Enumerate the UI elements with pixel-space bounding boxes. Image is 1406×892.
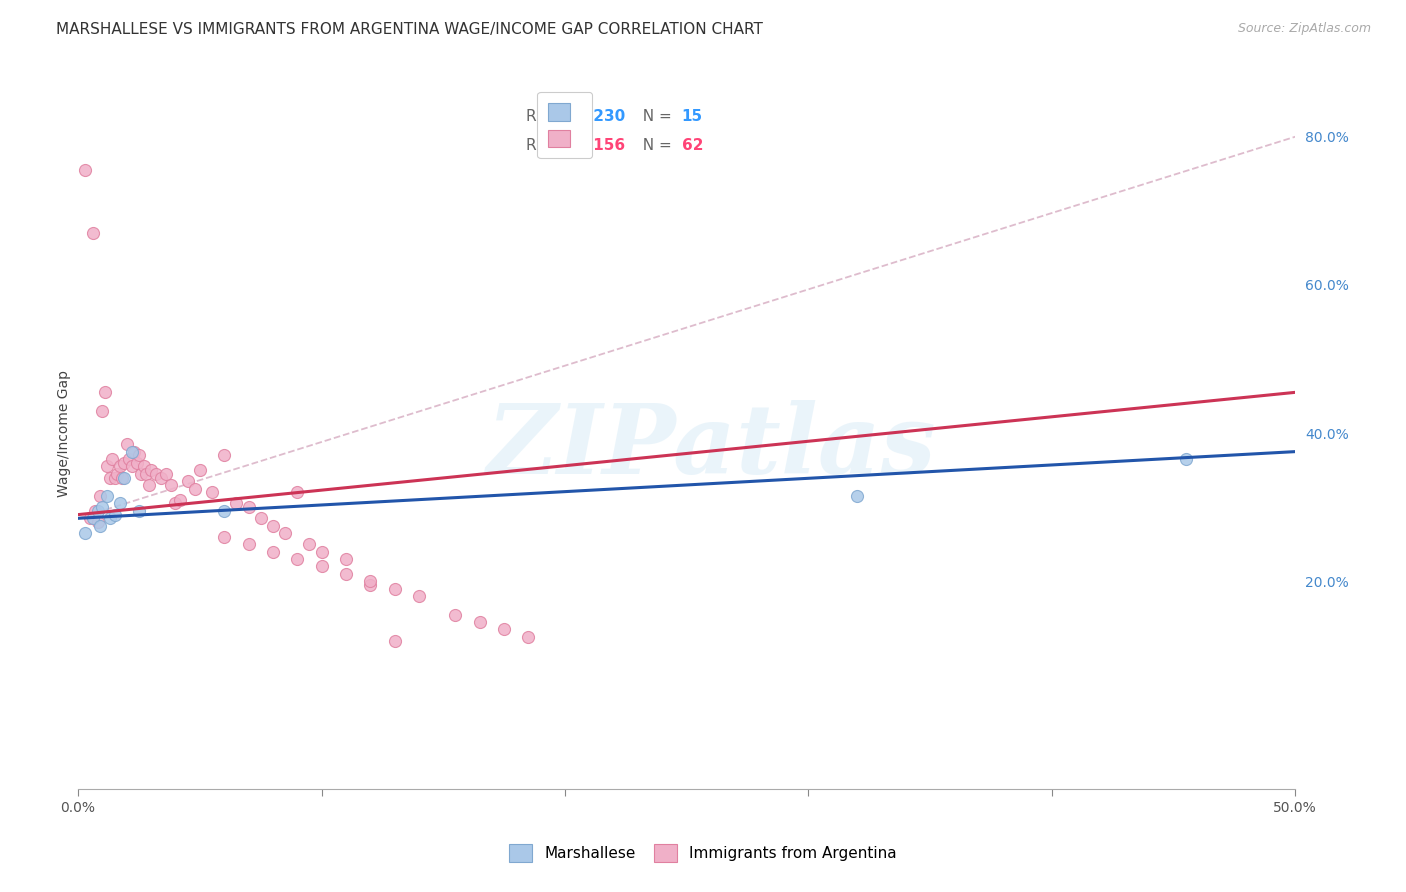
Point (311, 559, 333, 574)
Point (494, 623, 516, 637)
Point (111, 470, 134, 484)
Point (96, 489, 118, 503)
Point (225, 496, 247, 510)
Point (145, 467, 167, 481)
Point (359, 574, 381, 589)
Point (846, 489, 869, 503)
Point (1174, 452, 1197, 467)
Point (262, 544, 284, 558)
Point (98, 470, 121, 484)
Point (121, 444, 143, 458)
Point (335, 566, 357, 581)
Point (159, 478, 181, 492)
Point (335, 552, 357, 566)
Text: N =: N = (633, 109, 676, 124)
Point (132, 459, 155, 474)
Point (141, 463, 163, 477)
Text: 15: 15 (682, 109, 703, 124)
Point (86, 515, 108, 529)
Text: R =: R = (526, 137, 560, 153)
Point (128, 448, 150, 462)
Point (138, 478, 160, 492)
Text: MARSHALLESE VS IMMIGRANTS FROM ARGENTINA WAGE/INCOME GAP CORRELATION CHART: MARSHALLESE VS IMMIGRANTS FROM ARGENTINA… (56, 22, 763, 37)
Point (104, 470, 127, 484)
Legend: Marshallese, Immigrants from Argentina: Marshallese, Immigrants from Argentina (503, 838, 903, 868)
Point (359, 578, 381, 592)
Point (94, 385, 117, 400)
Text: Source: ZipAtlas.com: Source: ZipAtlas.com (1237, 22, 1371, 36)
Point (96, 459, 118, 474)
Text: N =: N = (633, 137, 676, 153)
Point (298, 537, 321, 551)
Point (188, 463, 211, 477)
Point (82, 226, 104, 240)
Text: 62: 62 (682, 137, 703, 153)
Point (169, 492, 191, 507)
Point (112, 456, 135, 470)
Point (75, 163, 97, 178)
Point (108, 496, 131, 510)
Point (91, 404, 114, 418)
Point (105, 467, 128, 481)
Point (79, 511, 101, 525)
Point (128, 504, 150, 518)
Point (89, 489, 111, 503)
Point (184, 482, 207, 496)
Point (212, 448, 235, 462)
Point (91, 500, 114, 515)
Point (112, 470, 135, 484)
Point (238, 537, 260, 551)
Point (84, 504, 107, 518)
Point (285, 552, 308, 566)
Point (149, 470, 172, 484)
Point (108, 459, 131, 474)
Point (285, 485, 308, 500)
Point (384, 582, 406, 596)
Point (408, 589, 430, 603)
Point (384, 633, 406, 648)
Point (444, 607, 467, 622)
Point (274, 526, 297, 541)
Point (517, 630, 540, 644)
Point (165, 496, 187, 510)
Point (86, 504, 108, 518)
Point (121, 459, 143, 474)
Point (212, 530, 235, 544)
Point (311, 544, 333, 558)
Point (89, 518, 111, 533)
Y-axis label: Wage/Income Gap: Wage/Income Gap (58, 369, 72, 497)
Point (238, 500, 260, 515)
Text: R =: R = (526, 109, 560, 124)
Point (98, 511, 121, 525)
Point (155, 467, 177, 481)
Point (82, 511, 104, 525)
Point (75, 526, 97, 541)
Point (125, 456, 148, 470)
Point (115, 437, 138, 451)
Point (249, 511, 271, 525)
Point (104, 508, 127, 522)
Legend: , : , (537, 92, 592, 158)
Text: ZIPatlas: ZIPatlas (486, 401, 936, 494)
Point (135, 467, 157, 481)
Point (212, 504, 235, 518)
Point (201, 485, 224, 500)
Point (101, 452, 124, 467)
Point (122, 444, 145, 458)
Point (176, 475, 198, 489)
Point (118, 452, 141, 467)
Point (262, 518, 284, 533)
Text: 0.230: 0.230 (576, 109, 626, 124)
Point (468, 615, 491, 629)
Point (131, 467, 153, 481)
Text: 0.156: 0.156 (576, 137, 626, 153)
